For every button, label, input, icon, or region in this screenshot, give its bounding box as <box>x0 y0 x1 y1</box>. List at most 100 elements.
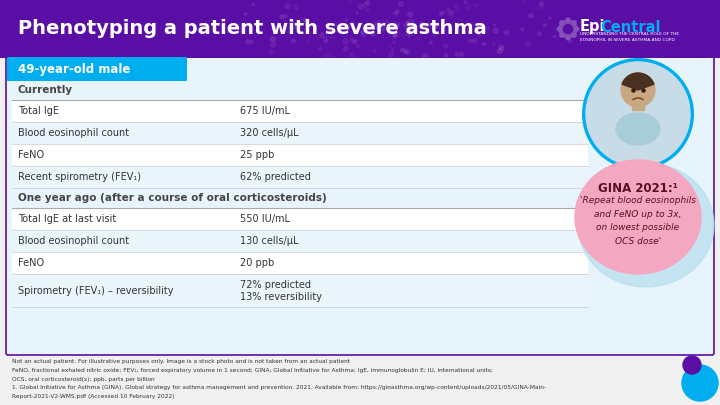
Circle shape <box>346 19 348 21</box>
Text: FeNO: FeNO <box>18 258 44 268</box>
Circle shape <box>420 22 423 26</box>
Circle shape <box>366 29 368 31</box>
FancyBboxPatch shape <box>12 252 588 274</box>
Circle shape <box>428 25 431 28</box>
Text: 25 ppb: 25 ppb <box>240 150 274 160</box>
Circle shape <box>325 53 330 58</box>
Text: 49-year-old male: 49-year-old male <box>18 62 130 75</box>
Circle shape <box>498 49 502 53</box>
Circle shape <box>467 23 470 26</box>
Circle shape <box>323 37 328 42</box>
FancyBboxPatch shape <box>12 144 588 166</box>
Circle shape <box>487 28 489 29</box>
Circle shape <box>423 53 428 58</box>
Circle shape <box>503 31 507 34</box>
Circle shape <box>493 24 495 26</box>
FancyBboxPatch shape <box>12 188 588 208</box>
Circle shape <box>538 32 541 36</box>
Circle shape <box>582 58 694 170</box>
FancyBboxPatch shape <box>0 0 720 58</box>
Circle shape <box>351 38 353 41</box>
Circle shape <box>395 11 397 15</box>
Circle shape <box>498 45 503 49</box>
Circle shape <box>392 49 394 51</box>
Circle shape <box>472 38 477 43</box>
Circle shape <box>326 29 330 33</box>
Text: 20 ppb: 20 ppb <box>240 258 274 268</box>
Circle shape <box>408 12 413 17</box>
Text: Not an actual patient. For illustrative purposes only. Image is a stock photo an: Not an actual patient. For illustrative … <box>12 359 350 364</box>
Ellipse shape <box>575 160 701 274</box>
Text: Currently: Currently <box>18 85 73 95</box>
Circle shape <box>408 34 410 37</box>
Circle shape <box>394 24 399 29</box>
Text: Phenotyping a patient with severe asthma: Phenotyping a patient with severe asthma <box>18 19 487 38</box>
Circle shape <box>441 23 444 26</box>
Circle shape <box>371 32 374 36</box>
FancyBboxPatch shape <box>12 208 588 230</box>
Circle shape <box>448 11 452 16</box>
Circle shape <box>409 19 413 23</box>
Text: Blood eosinophil count: Blood eosinophil count <box>18 128 129 138</box>
Text: 1. Global Initiative for Asthma (GINA). Global strategy for asthma management an: 1. Global Initiative for Asthma (GINA). … <box>12 386 546 390</box>
Circle shape <box>471 23 474 26</box>
Circle shape <box>380 26 384 30</box>
Circle shape <box>355 40 358 43</box>
Circle shape <box>397 32 402 36</box>
Text: UNDERSTANDING THE CENTRAL ROLE OF THE
EOSINOPHIL IN SEVERE ASTHMA AND COPD: UNDERSTANDING THE CENTRAL ROLE OF THE EO… <box>580 32 679 42</box>
FancyBboxPatch shape <box>12 80 588 100</box>
FancyBboxPatch shape <box>632 96 644 110</box>
Circle shape <box>284 21 287 23</box>
Circle shape <box>303 19 307 22</box>
Circle shape <box>244 13 247 15</box>
Circle shape <box>523 1 525 3</box>
Circle shape <box>404 24 407 27</box>
Circle shape <box>361 33 365 37</box>
Circle shape <box>505 30 509 34</box>
Text: 13% reversibility: 13% reversibility <box>240 292 322 301</box>
Circle shape <box>575 27 579 31</box>
Circle shape <box>405 49 410 54</box>
Circle shape <box>319 47 321 50</box>
Circle shape <box>350 53 354 57</box>
Circle shape <box>374 24 376 26</box>
Circle shape <box>566 36 570 40</box>
Text: Recent spirometry (FEV₁): Recent spirometry (FEV₁) <box>18 172 141 182</box>
Circle shape <box>572 21 576 24</box>
Circle shape <box>383 30 384 32</box>
Circle shape <box>482 43 485 45</box>
Circle shape <box>358 28 361 30</box>
Circle shape <box>569 40 571 43</box>
Circle shape <box>467 5 471 10</box>
Text: Central: Central <box>600 19 660 34</box>
Circle shape <box>377 21 379 23</box>
Circle shape <box>423 24 426 28</box>
Text: 550 IU/mL: 550 IU/mL <box>240 214 290 224</box>
Circle shape <box>285 4 290 9</box>
Text: 'Repeat blood eosinophils
and FeNO up to 3x,
on lowest possible
OCS dose': 'Repeat blood eosinophils and FeNO up to… <box>580 196 696 246</box>
Circle shape <box>271 42 276 47</box>
Ellipse shape <box>578 163 714 287</box>
Circle shape <box>492 43 495 45</box>
Circle shape <box>410 23 413 26</box>
Circle shape <box>405 51 408 54</box>
Text: FeNO: FeNO <box>18 150 44 160</box>
Circle shape <box>356 12 358 14</box>
Text: Spirometry (FEV₁) – reversibility: Spirometry (FEV₁) – reversibility <box>18 286 174 296</box>
Circle shape <box>389 45 391 47</box>
Wedge shape <box>622 73 654 90</box>
FancyBboxPatch shape <box>12 274 588 307</box>
Circle shape <box>341 23 344 28</box>
Circle shape <box>389 53 394 57</box>
Circle shape <box>586 62 690 166</box>
Circle shape <box>308 40 310 43</box>
Circle shape <box>451 11 454 14</box>
Circle shape <box>468 31 469 33</box>
Circle shape <box>407 23 410 26</box>
Circle shape <box>361 31 364 34</box>
FancyBboxPatch shape <box>12 122 588 144</box>
Circle shape <box>476 26 478 29</box>
Circle shape <box>393 41 395 44</box>
Circle shape <box>444 11 445 13</box>
Circle shape <box>445 54 448 57</box>
